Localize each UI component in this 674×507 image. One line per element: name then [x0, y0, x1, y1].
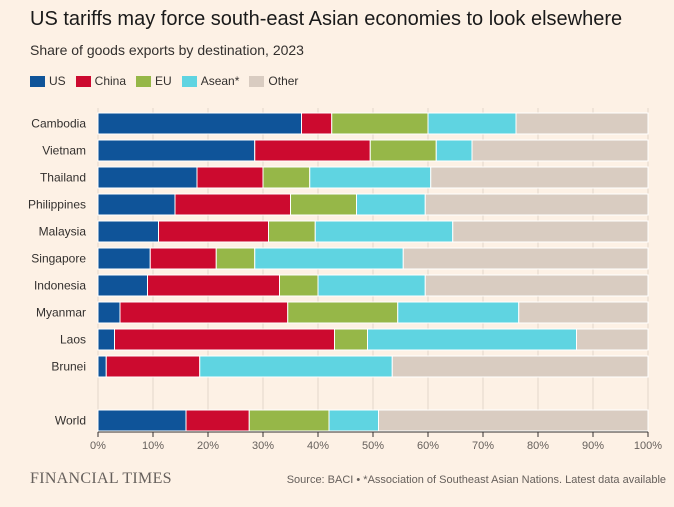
- legend: US China EU Asean* Other: [30, 74, 308, 88]
- bar-segment-other: [471, 139, 649, 162]
- bar-segment-other: [378, 409, 649, 432]
- bar-segment-eu: [262, 166, 311, 189]
- category-label: Singapore: [31, 252, 86, 266]
- category-label: Vietnam: [42, 144, 86, 158]
- category-label: Brunei: [51, 360, 86, 374]
- bar-segment-us: [97, 409, 187, 432]
- bar-segment-asean: [314, 220, 454, 243]
- bar-segment-china: [254, 139, 371, 162]
- bar-segment-eu: [268, 220, 316, 243]
- bar-segment-us: [97, 355, 107, 378]
- legend-label: China: [94, 74, 127, 88]
- source-note: Source: BACI • *Association of Southeast…: [286, 474, 666, 486]
- bar-segment-china: [196, 166, 264, 189]
- bar-segment-china: [119, 301, 289, 324]
- chart-subtitle: Share of goods exports by destination, 2…: [30, 42, 304, 58]
- bar-segment-china: [158, 220, 269, 243]
- legend-label: Asean*: [200, 74, 240, 88]
- legend-swatch: [30, 75, 45, 87]
- bar-segment-asean: [435, 139, 473, 162]
- legend-swatch: [249, 75, 265, 87]
- x-tick-label: 60%: [417, 440, 439, 452]
- legend-label: EU: [155, 74, 172, 88]
- stacked-bar-chart: Cambodia Vietnam Thailand Philippines Malays…: [28, 108, 662, 452]
- bar-segment-eu: [290, 193, 357, 216]
- legend-swatch: [181, 75, 197, 87]
- category-label: Myanmar: [36, 306, 86, 320]
- bar-segment-other: [430, 166, 649, 189]
- bar-segment-other: [515, 112, 649, 135]
- bar-segment-other: [452, 220, 649, 243]
- category-label: Indonesia: [34, 279, 86, 293]
- bar-segment-china: [185, 409, 250, 432]
- legend-item-asean: Asean*: [181, 74, 240, 88]
- x-tick-label: 0%: [90, 440, 106, 452]
- bar-segment-asean: [199, 355, 393, 378]
- x-tick-label: 100%: [634, 440, 662, 452]
- bar-segment-china: [114, 328, 335, 351]
- legend-item-china: China: [75, 74, 127, 88]
- category-label: Laos: [60, 333, 86, 347]
- legend-label: US: [49, 74, 66, 88]
- bar-segment-eu: [215, 247, 256, 270]
- bar-segment-asean: [328, 409, 379, 432]
- category-label: Thailand: [40, 171, 86, 185]
- category-label: Malaysia: [39, 225, 87, 239]
- bar-segment-asean: [367, 328, 577, 351]
- legend-item-other: Other: [249, 74, 298, 88]
- bar-segment-asean: [356, 193, 426, 216]
- x-tick-label: 20%: [197, 440, 219, 452]
- x-tick-label: 50%: [362, 440, 384, 452]
- bar-segment-asean: [397, 301, 520, 324]
- bar-segment-other: [576, 328, 649, 351]
- bar-segment-china: [174, 193, 291, 216]
- bar-segment-us: [97, 193, 176, 216]
- bar-segment-us: [97, 301, 121, 324]
- bar-segment-asean: [309, 166, 432, 189]
- bar-segment-other: [391, 355, 649, 378]
- bar-segment-other: [402, 247, 649, 270]
- legend-swatch: [136, 75, 152, 87]
- legend-swatch: [75, 75, 91, 87]
- bar-segment-eu: [334, 328, 368, 351]
- bar-segment-eu: [279, 274, 319, 297]
- legend-item-eu: EU: [136, 74, 172, 88]
- category-label: Philippines: [28, 198, 86, 212]
- bar-segment-us: [97, 274, 148, 297]
- chart-title: US tariffs may force south-east Asian ec…: [30, 8, 623, 30]
- legend-item-us: US: [30, 74, 66, 88]
- bar-segment-us: [97, 166, 198, 189]
- x-tick-label: 30%: [252, 440, 274, 452]
- bar-segment-us: [97, 220, 159, 243]
- bar-segment-asean: [427, 112, 517, 135]
- bar-segment-china: [105, 355, 201, 378]
- x-tick-label: 10%: [142, 440, 164, 452]
- bar-segment-china: [147, 274, 280, 297]
- bar-segment-eu: [248, 409, 330, 432]
- bar-segment-asean: [254, 247, 404, 270]
- x-tick-label: 80%: [527, 440, 549, 452]
- x-tick-label: 70%: [472, 440, 494, 452]
- bar-segment-eu: [287, 301, 399, 324]
- bar-segment-eu: [369, 139, 437, 162]
- bar-segment-eu: [331, 112, 429, 135]
- bar-segment-us: [97, 112, 302, 135]
- bar-segment-us: [97, 328, 115, 351]
- legend-label: Other: [268, 74, 299, 88]
- bar-segment-china: [301, 112, 333, 135]
- x-tick-label: 40%: [307, 440, 329, 452]
- bar-segment-asean: [317, 274, 426, 297]
- bar-segment-other: [424, 274, 649, 297]
- x-tick-label: 90%: [582, 440, 604, 452]
- bar-segment-us: [97, 247, 151, 270]
- bar-segment-china: [149, 247, 217, 270]
- ft-logo: FINANCIAL TIMES: [30, 470, 172, 487]
- bar-segment-other: [424, 193, 649, 216]
- bar-segment-us: [97, 139, 256, 162]
- bar-segment-other: [518, 301, 649, 324]
- category-label: World: [55, 414, 86, 428]
- category-label: Cambodia: [31, 117, 86, 131]
